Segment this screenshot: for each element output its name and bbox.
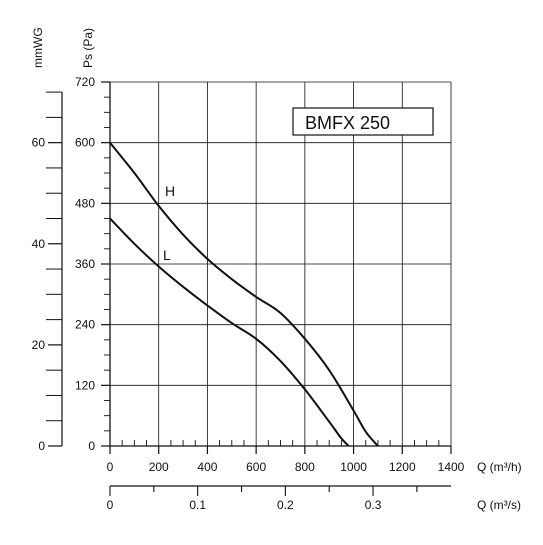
x-axis-label: Q (m³/h) bbox=[477, 460, 522, 474]
chart-title: BMFX 250 bbox=[305, 113, 390, 133]
y-tick-label: 120 bbox=[75, 378, 95, 392]
y-tick-label: 480 bbox=[75, 196, 95, 210]
grid-lines bbox=[110, 81, 452, 446]
y-tick-labels: 0 120 240 360 480 600 720 bbox=[75, 75, 95, 453]
series-lines bbox=[109, 142, 379, 447]
y-tick-label: 240 bbox=[75, 318, 95, 332]
y-tick-label: 720 bbox=[75, 75, 95, 89]
x-tick-label: 1200 bbox=[389, 460, 416, 474]
y-tick-label: 0 bbox=[88, 439, 95, 453]
series-labels: HL bbox=[163, 183, 175, 263]
secondary-x-tick-labels: 0 0.1 0.2 0.3 bbox=[107, 498, 382, 512]
secondary-y-tick-label: 40 bbox=[32, 237, 46, 251]
secondary-y-tick-label: 60 bbox=[32, 136, 46, 150]
x-tick-label: 800 bbox=[295, 460, 315, 474]
x-tick-label: 600 bbox=[246, 460, 266, 474]
y-axis-label: Ps (Pa) bbox=[81, 28, 95, 68]
secondary-y-tick-label: 20 bbox=[32, 338, 46, 352]
secondary-y-tick-labels: 0 20 40 60 bbox=[32, 136, 46, 453]
x-tick-label: 1400 bbox=[438, 460, 465, 474]
x-tick-labels: 0 200 400 600 800 1000 1200 1400 bbox=[107, 460, 465, 474]
title-box bbox=[292, 107, 434, 136]
minor-ticks bbox=[104, 96, 440, 446]
secondary-x-tick-label: 0.2 bbox=[277, 498, 294, 512]
secondary-x-axis-label: Q (m³/s) bbox=[477, 498, 521, 512]
secondary-y-axis-label: mmWG bbox=[31, 27, 45, 68]
series-label-l: L bbox=[163, 247, 171, 263]
axes bbox=[46, 81, 452, 496]
series-line-h bbox=[109, 142, 379, 447]
y-tick-label: 600 bbox=[75, 136, 95, 150]
series-label-h: H bbox=[165, 183, 175, 199]
secondary-y-tick-label: 0 bbox=[38, 439, 45, 453]
secondary-x-tick-label: 0.3 bbox=[365, 498, 382, 512]
x-tick-label: 0 bbox=[107, 460, 114, 474]
x-tick-label: 1000 bbox=[340, 460, 367, 474]
x-tick-label: 400 bbox=[197, 460, 217, 474]
secondary-x-tick-label: 0.1 bbox=[189, 498, 206, 512]
secondary-x-tick-label: 0 bbox=[107, 498, 114, 512]
x-tick-label: 200 bbox=[149, 460, 169, 474]
series-line-l bbox=[109, 217, 350, 447]
y-tick-label: 360 bbox=[75, 257, 95, 271]
